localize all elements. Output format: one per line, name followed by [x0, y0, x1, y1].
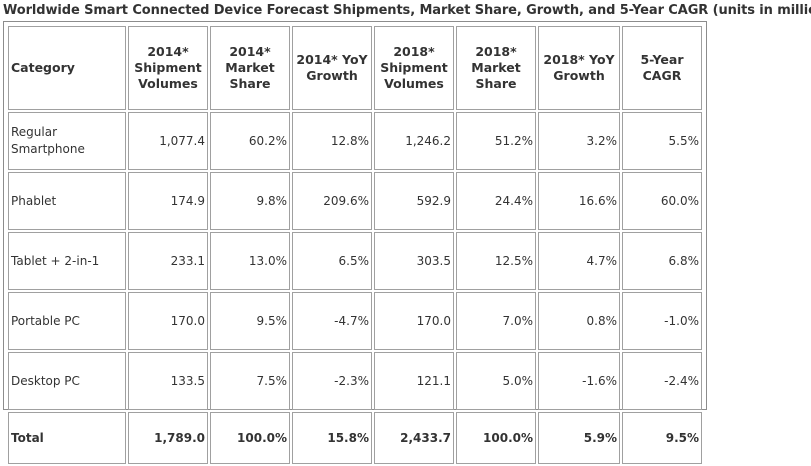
value-cell: 233.1 — [128, 232, 208, 290]
forecast-table: Category 2014* Shipment Volumes 2014* Marke… — [6, 24, 704, 466]
forecast-table-frame: Category 2014* Shipment Volumes 2014* Marke… — [3, 21, 707, 464]
value-cell: 0.8% — [538, 292, 620, 350]
value-cell: 60.0% — [622, 172, 702, 230]
value-cell: 6.5% — [292, 232, 372, 290]
value-cell: 1,077.4 — [128, 112, 208, 170]
table-row: Phablet 174.9 9.8% 209.6% 592.9 24.4% 16… — [8, 172, 702, 230]
value-cell: 24.4% — [456, 172, 536, 230]
value-cell: 12.8% — [292, 112, 372, 170]
value-cell: 16.6% — [538, 172, 620, 230]
total-value-cell: 15.8% — [292, 412, 372, 464]
value-cell: 4.7% — [538, 232, 620, 290]
value-cell: 9.8% — [210, 172, 290, 230]
total-row: Total 1,789.0 100.0% 15.8% 2,433.7 100.0… — [8, 412, 702, 464]
table-row: Tablet + 2-in-1 233.1 13.0% 6.5% 303.5 1… — [8, 232, 702, 290]
value-cell: 170.0 — [128, 292, 208, 350]
header-2014-market-share: 2014* Market Share — [210, 26, 290, 110]
header-2018-market-share: 2018* Market Share — [456, 26, 536, 110]
row-category-cell: Phablet — [8, 172, 126, 230]
value-cell: -1.0% — [622, 292, 702, 350]
value-cell: 121.1 — [374, 352, 454, 410]
value-cell: 592.9 — [374, 172, 454, 230]
value-cell: -2.4% — [622, 352, 702, 410]
total-value-cell: 100.0% — [456, 412, 536, 464]
value-cell: 5.5% — [622, 112, 702, 170]
row-category-cell: Tablet + 2-in-1 — [8, 232, 126, 290]
value-cell: 174.9 — [128, 172, 208, 230]
total-label: Total — [8, 412, 126, 464]
header-category: Category — [8, 26, 126, 110]
row-category-cell: Desktop PC — [8, 352, 126, 410]
table-row: Regular Smartphone 1,077.4 60.2% 12.8% 1,… — [8, 112, 702, 170]
row-category-cell: Portable PC — [8, 292, 126, 350]
header-2014-shipment-volumes: 2014* Shipment Volumes — [128, 26, 208, 110]
total-value-cell: 2,433.7 — [374, 412, 454, 464]
row-category-cell: Regular Smartphone — [8, 112, 126, 170]
value-cell: 133.5 — [128, 352, 208, 410]
header-2014-yoy-growth: 2014* YoY Growth — [292, 26, 372, 110]
value-cell: 5.0% — [456, 352, 536, 410]
value-cell: -1.6% — [538, 352, 620, 410]
value-cell: 13.0% — [210, 232, 290, 290]
value-cell: 60.2% — [210, 112, 290, 170]
value-cell: 7.0% — [456, 292, 536, 350]
value-cell: 303.5 — [374, 232, 454, 290]
value-cell: -2.3% — [292, 352, 372, 410]
value-cell: 7.5% — [210, 352, 290, 410]
value-cell: 6.8% — [622, 232, 702, 290]
value-cell: 51.2% — [456, 112, 536, 170]
value-cell: -4.7% — [292, 292, 372, 350]
table-row: Desktop PC 133.5 7.5% -2.3% 121.1 5.0% -… — [8, 352, 702, 410]
value-cell: 12.5% — [456, 232, 536, 290]
value-cell: 209.6% — [292, 172, 372, 230]
value-cell: 170.0 — [374, 292, 454, 350]
total-value-cell: 9.5% — [622, 412, 702, 464]
header-2018-yoy-growth: 2018* YoY Growth — [538, 26, 620, 110]
total-value-cell: 1,789.0 — [128, 412, 208, 464]
value-cell: 3.2% — [538, 112, 620, 170]
header-5-year-cagr: 5-Year CAGR — [622, 26, 702, 110]
header-2018-shipment-volumes: 2018* Shipment Volumes — [374, 26, 454, 110]
value-cell: 1,246.2 — [374, 112, 454, 170]
value-cell: 9.5% — [210, 292, 290, 350]
header-row: Category 2014* Shipment Volumes 2014* Marke… — [8, 26, 702, 110]
table-row: Portable PC 170.0 9.5% -4.7% 170.0 7.0% … — [8, 292, 702, 350]
total-value-cell: 100.0% — [210, 412, 290, 464]
table-title: Worldwide Smart Connected Device Forecas… — [3, 3, 811, 18]
total-value-cell: 5.9% — [538, 412, 620, 464]
